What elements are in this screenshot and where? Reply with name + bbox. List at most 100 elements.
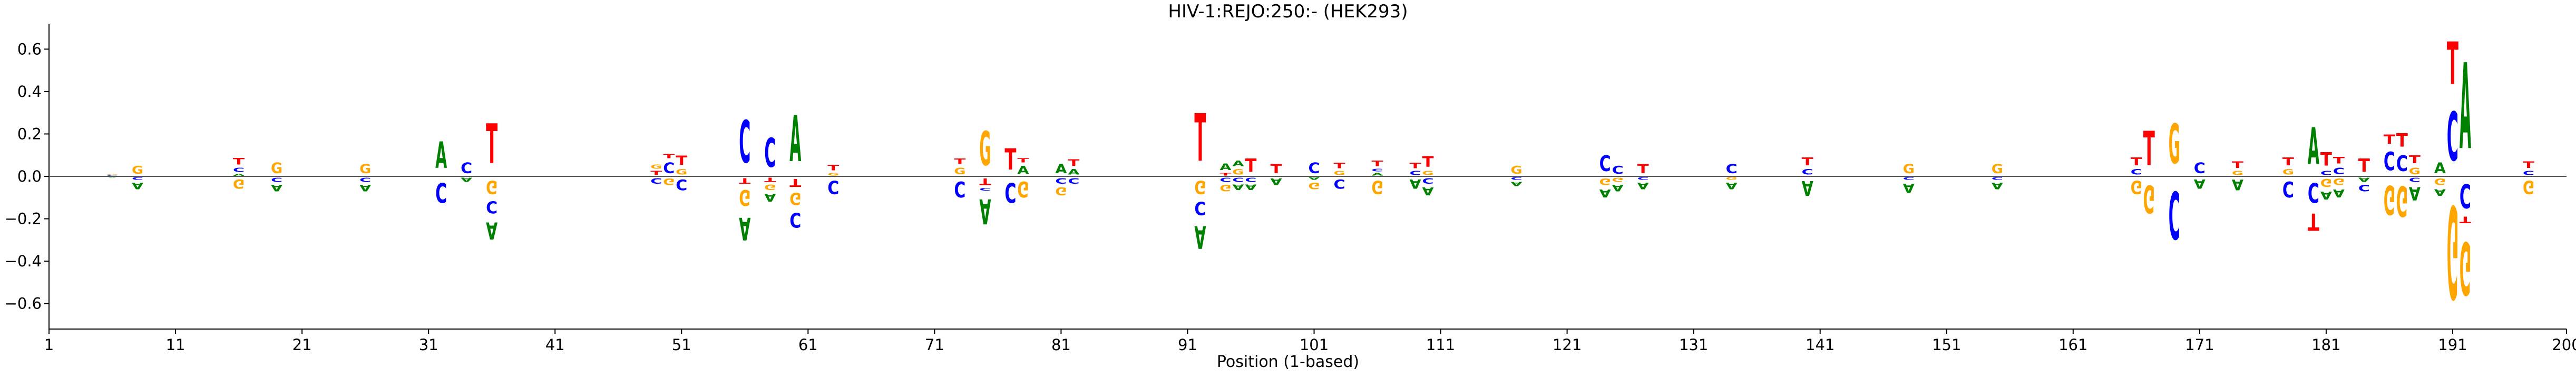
logo-letter-a: A	[2434, 187, 2446, 197]
logo-letter-c: C	[1245, 176, 1256, 183]
logo-letter-a: A	[461, 176, 473, 183]
logo-letter-t: T	[764, 176, 776, 183]
logo-letter-g: G	[2523, 176, 2534, 197]
logo-letter-g: G	[1055, 185, 1067, 197]
x-tick-label: 21	[292, 336, 312, 354]
logo-letter-a: A	[1068, 168, 1080, 176]
logo-letter-c: C	[132, 176, 143, 181]
logo-letter-a: A	[1410, 176, 1422, 191]
logo-letter-t: T	[676, 153, 688, 168]
logo-letter-g: G	[2384, 176, 2395, 223]
x-tick-label: 31	[419, 336, 438, 354]
logo-letter-c: C	[2194, 160, 2206, 176]
logo-letter-c: C	[2460, 176, 2471, 214]
logo-letter-c: C	[2447, 98, 2458, 176]
logo-letter-c: C	[2396, 151, 2408, 176]
logo-letter-a: A	[1194, 219, 1206, 255]
logo-letter-t: T	[1068, 157, 1079, 168]
logo-letter-c: C	[2409, 176, 2421, 183]
logo-letter-c: C	[1371, 168, 1383, 172]
logo-letter-c: C	[1194, 197, 1206, 218]
logo-letter-a: A	[1992, 181, 2004, 191]
logo-letter-g: G	[2131, 176, 2142, 197]
logo-letter-a: A	[1308, 176, 1320, 181]
logo-letter-g: G	[1017, 176, 1029, 201]
logo-letter-a: A	[359, 183, 372, 193]
logo-letter-t: T	[2232, 160, 2243, 171]
logo-letter-a: A	[789, 103, 801, 176]
logo-letter-g: G	[764, 183, 776, 191]
x-tick-label: 11	[166, 336, 186, 354]
logo-letter-a: A	[1055, 162, 1067, 176]
x-tick-label: 171	[2185, 336, 2214, 354]
logo-letter-c: C	[789, 208, 801, 231]
x-tick-label: 61	[798, 336, 818, 354]
y-tick-label: 0.4	[17, 83, 42, 101]
logo-letter-g: G	[954, 166, 965, 177]
logo-letter-g: G	[106, 174, 118, 175]
logo-letter-g: G	[1194, 176, 1206, 197]
logo-letter-a: A	[1422, 185, 1435, 197]
logo-letter-c: C	[2308, 176, 2319, 208]
logo-letter-a: A	[1802, 176, 1813, 200]
x-tick-label: 101	[1300, 336, 1329, 354]
logo-letter-a: A	[764, 191, 776, 204]
logo-letter-t: T	[954, 157, 965, 166]
logo-letter-a: A	[1511, 181, 1523, 187]
logo-letter-t: T	[1333, 162, 1345, 170]
logo-letter-g: G	[676, 168, 687, 176]
logo-letter-c: C	[1992, 176, 2003, 181]
logo-letter-a: A	[233, 173, 245, 176]
logo-letter-t: T	[663, 153, 675, 160]
logo-letter-c: C	[827, 176, 839, 197]
logo-letter-t: T	[1004, 143, 1016, 177]
logo-letter-a: A	[1270, 176, 1282, 187]
logo-letter-c: C	[2333, 166, 2345, 176]
logo-letter-c: C	[1422, 176, 1434, 185]
logo-letter-c: C	[979, 187, 991, 191]
logo-letter-t: T	[2143, 122, 2155, 176]
y-tick-label: 0.2	[17, 125, 42, 143]
logo-letter-a: A	[271, 183, 283, 193]
logo-letter-a: A	[1726, 181, 1738, 191]
logo-letter-t: T	[1410, 162, 1421, 170]
logo-letter-a: A	[1903, 180, 1915, 195]
logo-letter-t: T	[2282, 156, 2295, 168]
x-tick-label: 81	[1051, 336, 1071, 354]
logo-letter-a: A	[2434, 160, 2446, 176]
logo-letter-g: G	[132, 164, 143, 176]
x-tick-label: 151	[1932, 336, 1961, 354]
logo-letter-t: T	[2333, 155, 2345, 166]
logo-letter-c: C	[1232, 176, 1244, 183]
logo-letter-g: G	[1333, 170, 1345, 176]
logo-letter-g: G	[1726, 176, 1738, 181]
logo-letter-t: T	[233, 156, 245, 167]
logo-letter-c: C	[1637, 176, 1649, 181]
logo-letter-g: G	[2460, 225, 2471, 309]
logo-letter-c: C	[1055, 176, 1067, 185]
logo-letter-c: C	[359, 176, 371, 183]
logo-letter-g: G	[1219, 183, 1231, 193]
logo-letter-g: G	[1612, 176, 1624, 183]
logo-letter-g: G	[650, 164, 662, 170]
logo-letter-c: C	[1599, 151, 1611, 176]
logo-letter-g: G	[1903, 162, 1915, 177]
logo-letter-a: A	[979, 191, 991, 231]
logo-letter-t: T	[2358, 155, 2370, 176]
x-tick-label: 71	[925, 336, 944, 354]
y-tick-label: −0.6	[5, 295, 42, 313]
logo-letter-t: T	[2384, 132, 2396, 147]
logo-letter-c: C	[739, 110, 750, 177]
logo-letter-t: T	[650, 170, 662, 176]
logo-letter-c: C	[1511, 176, 1523, 181]
logo-letter-g: G	[2409, 166, 2421, 177]
logo-letter-g: G	[827, 172, 839, 176]
logo-letter-t: T	[486, 114, 497, 177]
x-tick-label: 141	[1806, 336, 1835, 354]
logo-letter-a: A	[2358, 176, 2370, 183]
logo-letter-a: A	[2460, 39, 2471, 176]
logo-letter-a: A	[2232, 176, 2243, 193]
logo-letter-t: T	[2396, 130, 2408, 151]
logo-letter-g: G	[2320, 176, 2332, 189]
